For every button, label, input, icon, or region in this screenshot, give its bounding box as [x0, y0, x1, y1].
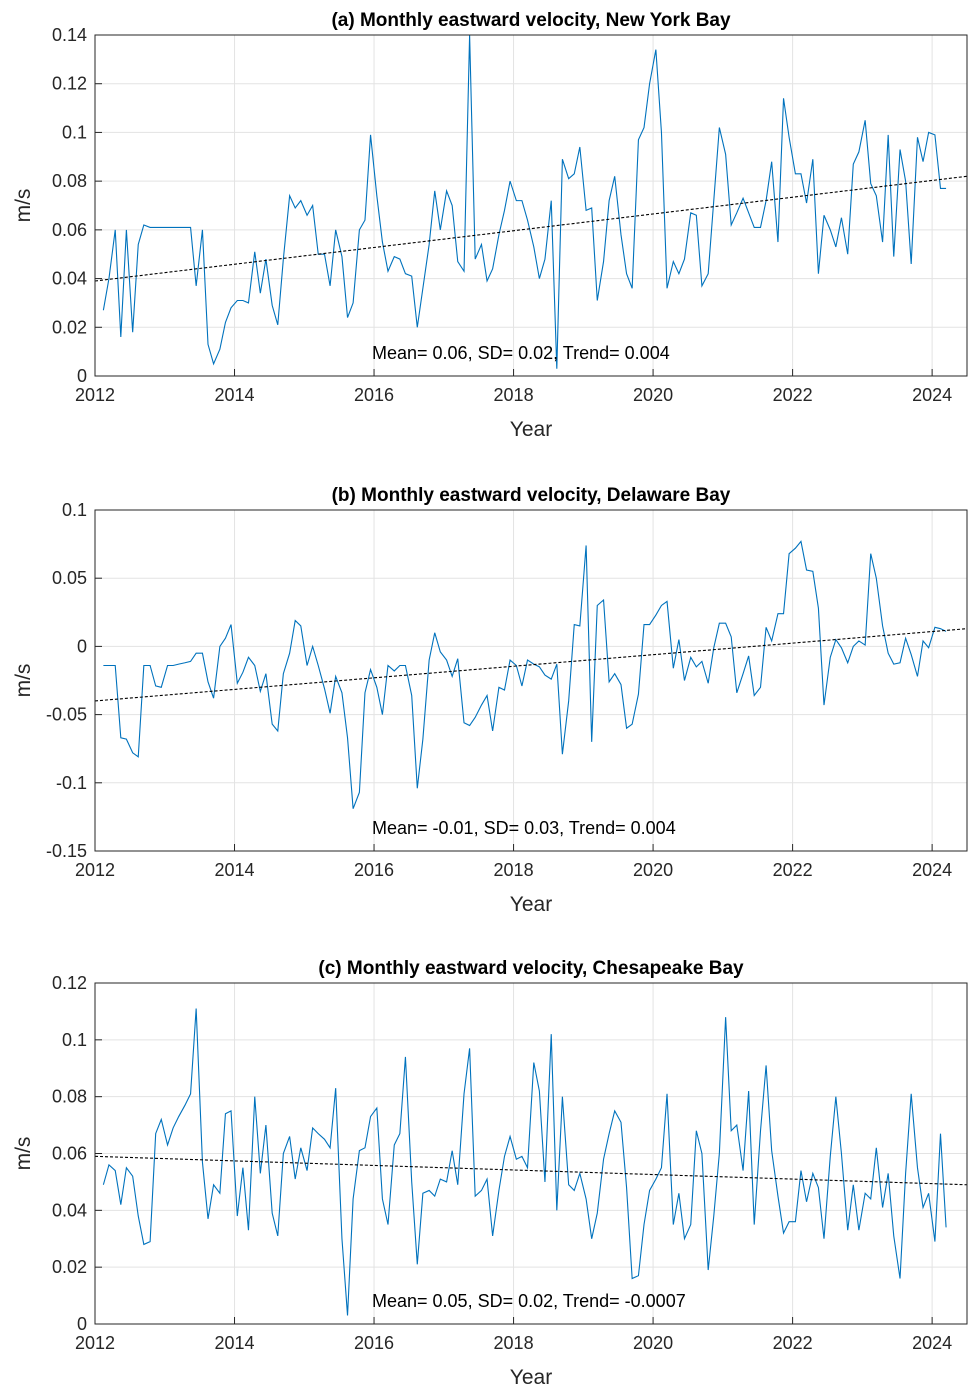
x-axis-label: Year — [510, 418, 552, 441]
x-tick-label: 2012 — [75, 1333, 115, 1353]
x-axis-label: Year — [510, 893, 552, 916]
axes-box — [94, 982, 968, 1325]
y-tick-label: 0.08 — [52, 171, 87, 191]
y-tick-label: 0.1 — [62, 1030, 87, 1050]
y-tick-label: -0.15 — [46, 841, 87, 861]
y-tick-label: 0 — [77, 1314, 87, 1334]
axes-box — [94, 34, 968, 377]
y-tick-label: 0.1 — [62, 500, 87, 520]
x-tick-label: 2016 — [354, 860, 394, 880]
x-tick-label: 2012 — [75, 385, 115, 405]
x-tick-label: 2024 — [912, 385, 952, 405]
x-tick-label: 2022 — [773, 860, 813, 880]
y-tick-label: 0.04 — [52, 1200, 87, 1220]
plot-area — [95, 35, 967, 376]
x-tick-label: 2022 — [773, 1333, 813, 1353]
x-tick-label: 2024 — [912, 860, 952, 880]
plot-area — [95, 510, 967, 851]
x-tick-label: 2016 — [354, 385, 394, 405]
y-axis-label: m/s — [12, 1137, 35, 1171]
x-tick-label: 2012 — [75, 860, 115, 880]
y-tick-label: 0.06 — [52, 1144, 87, 1164]
x-tick-label: 2016 — [354, 1333, 394, 1353]
y-axis-label: m/s — [12, 664, 35, 698]
y-tick-label: 0 — [77, 366, 87, 386]
x-tick-label: 2022 — [773, 385, 813, 405]
axes-box — [94, 509, 968, 852]
data-line — [103, 540, 947, 809]
chart-title: (b) Monthly eastward velocity, Delaware … — [332, 485, 731, 506]
y-tick-label: 0.12 — [52, 74, 87, 94]
y-tick-label: 0.08 — [52, 1087, 87, 1107]
x-tick-label: 2014 — [214, 860, 254, 880]
x-tick-label: 2020 — [633, 860, 673, 880]
x-tick-label: 2020 — [633, 385, 673, 405]
chart-title: (c) Monthly eastward velocity, Chesapeak… — [318, 958, 744, 979]
data-line — [102, 34, 947, 369]
x-tick-label: 2014 — [214, 385, 254, 405]
y-tick-label: 0.02 — [52, 317, 87, 337]
y-tick-label: 0.05 — [52, 568, 87, 588]
x-tick-label: 2018 — [494, 385, 534, 405]
y-tick-label: 0.06 — [52, 220, 87, 240]
x-tick-label: 2024 — [912, 1333, 952, 1353]
chart-title: (a) Monthly eastward velocity, New York … — [331, 10, 731, 31]
y-tick-label: 0.02 — [52, 1257, 87, 1277]
y-tick-label: 0 — [77, 636, 87, 656]
y-tick-label: 0.14 — [52, 25, 87, 45]
y-tick-label: 0.04 — [52, 269, 87, 289]
annotation: Mean= 0.06, SD= 0.02, Trend= 0.004 — [372, 343, 670, 363]
y-tick-label: 0.12 — [52, 973, 87, 993]
annotation: Mean= -0.01, SD= 0.03, Trend= 0.004 — [372, 818, 676, 838]
x-tick-label: 2018 — [494, 860, 534, 880]
x-tick-label: 2020 — [633, 1333, 673, 1353]
y-axis-label: m/s — [12, 189, 35, 223]
annotation: Mean= 0.05, SD= 0.02, Trend= -0.0007 — [372, 1291, 686, 1311]
trend-line — [94, 1155, 968, 1186]
y-tick-label: 0.1 — [62, 122, 87, 142]
y-tick-label: -0.1 — [56, 773, 87, 793]
y-tick-label: -0.05 — [46, 705, 87, 725]
trend-line — [94, 628, 968, 702]
x-tick-label: 2014 — [214, 1333, 254, 1353]
x-axis-label: Year — [510, 1366, 552, 1387]
trend-line — [94, 175, 968, 282]
x-tick-label: 2018 — [494, 1333, 534, 1353]
data-line — [102, 1008, 947, 1316]
